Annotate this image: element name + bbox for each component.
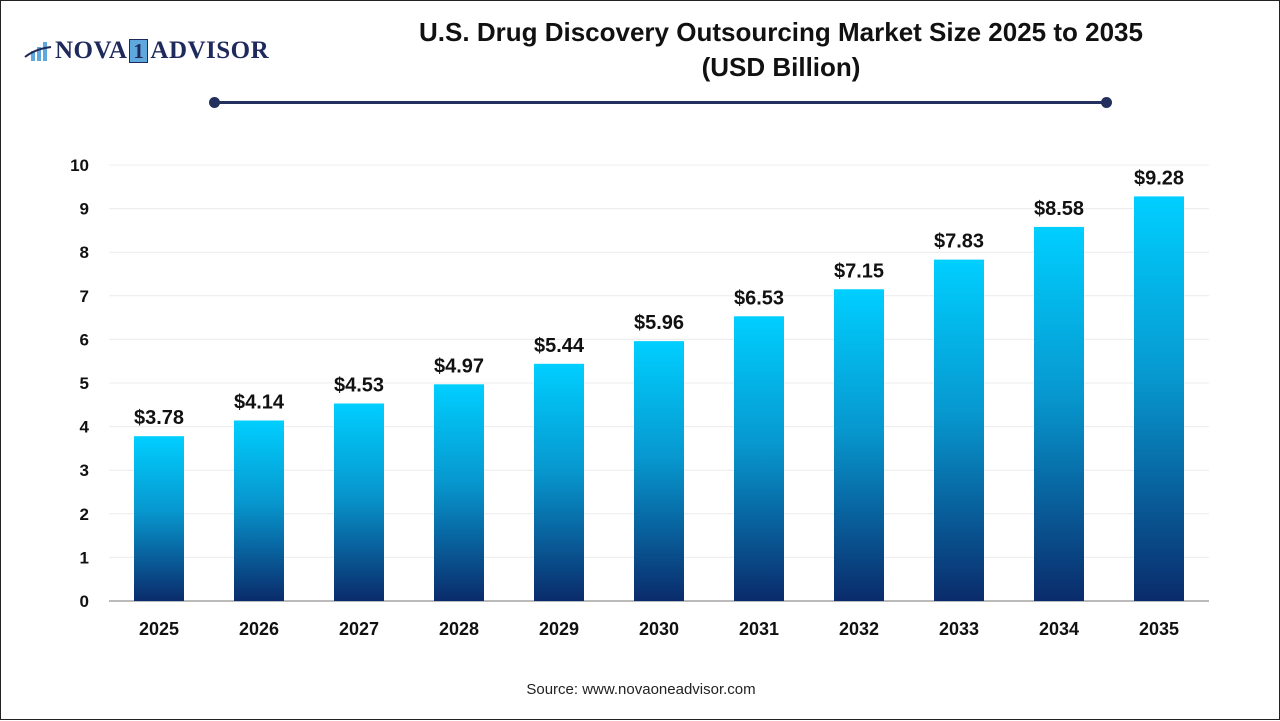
bar-2029 xyxy=(534,363,584,601)
x-tick-label: 2026 xyxy=(239,619,279,639)
logo-text-advisor: ADVISOR xyxy=(150,37,270,64)
x-tick-label: 2028 xyxy=(439,619,479,639)
bar-2031 xyxy=(734,316,784,601)
logo-text-nova: NOVA xyxy=(55,37,128,64)
y-tick-label: 10 xyxy=(70,156,89,175)
x-tick-label: 2031 xyxy=(739,619,779,639)
data-label: $5.96 xyxy=(634,312,684,334)
y-tick-label: 4 xyxy=(80,418,90,437)
data-label: $7.15 xyxy=(834,260,884,282)
bar-2034 xyxy=(1034,226,1084,602)
logo-text-one: 1 xyxy=(129,39,149,63)
x-tick-label: 2029 xyxy=(539,619,579,639)
bar-2030 xyxy=(634,341,684,601)
divider-dot-right xyxy=(1101,97,1112,108)
x-tick-label: 2035 xyxy=(1139,619,1179,639)
x-tick-label: 2025 xyxy=(139,619,179,639)
bar-2028 xyxy=(434,384,484,601)
chart-title-line2: (USD Billion) xyxy=(701,52,861,82)
data-label: $4.14 xyxy=(234,391,285,413)
bar-2032 xyxy=(834,289,884,601)
y-tick-label: 9 xyxy=(80,200,89,219)
x-tick-label: 2030 xyxy=(639,619,679,639)
bar-2026 xyxy=(234,420,284,601)
title-divider xyxy=(214,101,1107,104)
data-label: $5.44 xyxy=(534,335,585,357)
bar-2025 xyxy=(134,436,184,601)
bar-chart-logo-icon xyxy=(24,42,52,61)
y-tick-label: 2 xyxy=(80,505,89,524)
x-tick-label: 2034 xyxy=(1039,619,1079,639)
bar-2027 xyxy=(334,403,384,601)
data-label: $6.53 xyxy=(734,287,784,309)
y-tick-label: 0 xyxy=(80,592,89,611)
data-label: $3.78 xyxy=(134,407,184,429)
chart-title-line1: U.S. Drug Discovery Outsourcing Market S… xyxy=(419,17,1143,47)
y-tick-label: 5 xyxy=(80,374,89,393)
data-label: $4.53 xyxy=(334,374,384,396)
x-tick-label: 2032 xyxy=(839,619,879,639)
data-label: $8.58 xyxy=(1034,198,1084,220)
logo: NOVA 1 ADVISOR xyxy=(23,37,269,65)
y-tick-label: 8 xyxy=(80,243,89,262)
x-tick-label: 2033 xyxy=(939,619,979,639)
y-tick-label: 1 xyxy=(80,548,89,567)
divider-dot-left xyxy=(209,97,220,108)
data-label: $4.97 xyxy=(434,355,484,377)
data-label: $9.28 xyxy=(1134,167,1184,189)
chart-title: U.S. Drug Discovery Outsourcing Market S… xyxy=(331,15,1231,85)
data-label: $7.83 xyxy=(934,231,984,253)
x-tick-label: 2027 xyxy=(339,619,379,639)
y-tick-label: 7 xyxy=(80,287,89,306)
y-tick-label: 3 xyxy=(80,461,89,480)
bar-2035 xyxy=(1134,196,1184,601)
source-note: Source: www.novaoneadvisor.com xyxy=(526,681,756,698)
y-tick-label: 6 xyxy=(80,330,89,349)
bar-2033 xyxy=(934,259,984,601)
